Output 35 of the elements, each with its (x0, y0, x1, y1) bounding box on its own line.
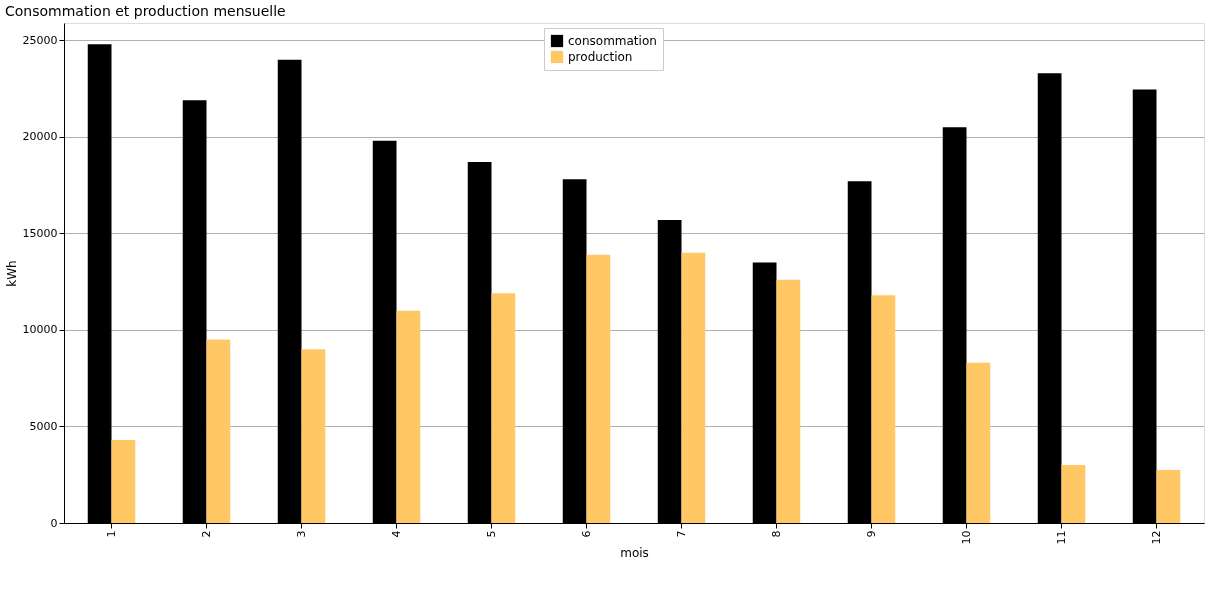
bar (396, 310, 421, 523)
y-tick-label: 25000 (22, 33, 58, 47)
bar (966, 362, 991, 523)
bar (681, 252, 706, 523)
y-tick-label: 20000 (22, 130, 58, 144)
x-tick-label: 6 (579, 530, 593, 538)
x-tick-label: 3 (294, 530, 308, 538)
chart-title: Consommation et production mensuelle (5, 3, 286, 19)
bar (1061, 465, 1086, 523)
x-tick-label: 10 (959, 530, 973, 545)
y-axis-title: kWh (4, 260, 19, 287)
legend-label: production (568, 50, 633, 64)
legend-label: consommation (568, 34, 657, 48)
bar (586, 254, 611, 523)
x-tick-label: 4 (389, 530, 403, 538)
x-tick-label: 1 (104, 530, 118, 538)
bar (206, 339, 231, 523)
bar (491, 293, 516, 523)
bar (871, 295, 896, 523)
x-tick-label: 12 (1149, 530, 1163, 545)
x-axis-title: mois (620, 546, 649, 561)
bar (301, 349, 326, 523)
x-tick-label: 7 (674, 530, 688, 538)
x-tick-label: 8 (769, 530, 783, 538)
bar (111, 439, 136, 523)
x-tick-label: 11 (1054, 530, 1068, 545)
y-tick-label: 15000 (22, 226, 58, 240)
x-tick-label: 5 (484, 530, 498, 538)
bar (1156, 469, 1181, 523)
x-tick-label: 2 (199, 530, 213, 538)
bar (776, 279, 801, 523)
x-tick-label: 9 (864, 530, 878, 538)
y-tick-label: 10000 (22, 323, 58, 337)
y-tick-label: 0 (50, 516, 58, 530)
y-tick-label: 5000 (29, 419, 58, 433)
